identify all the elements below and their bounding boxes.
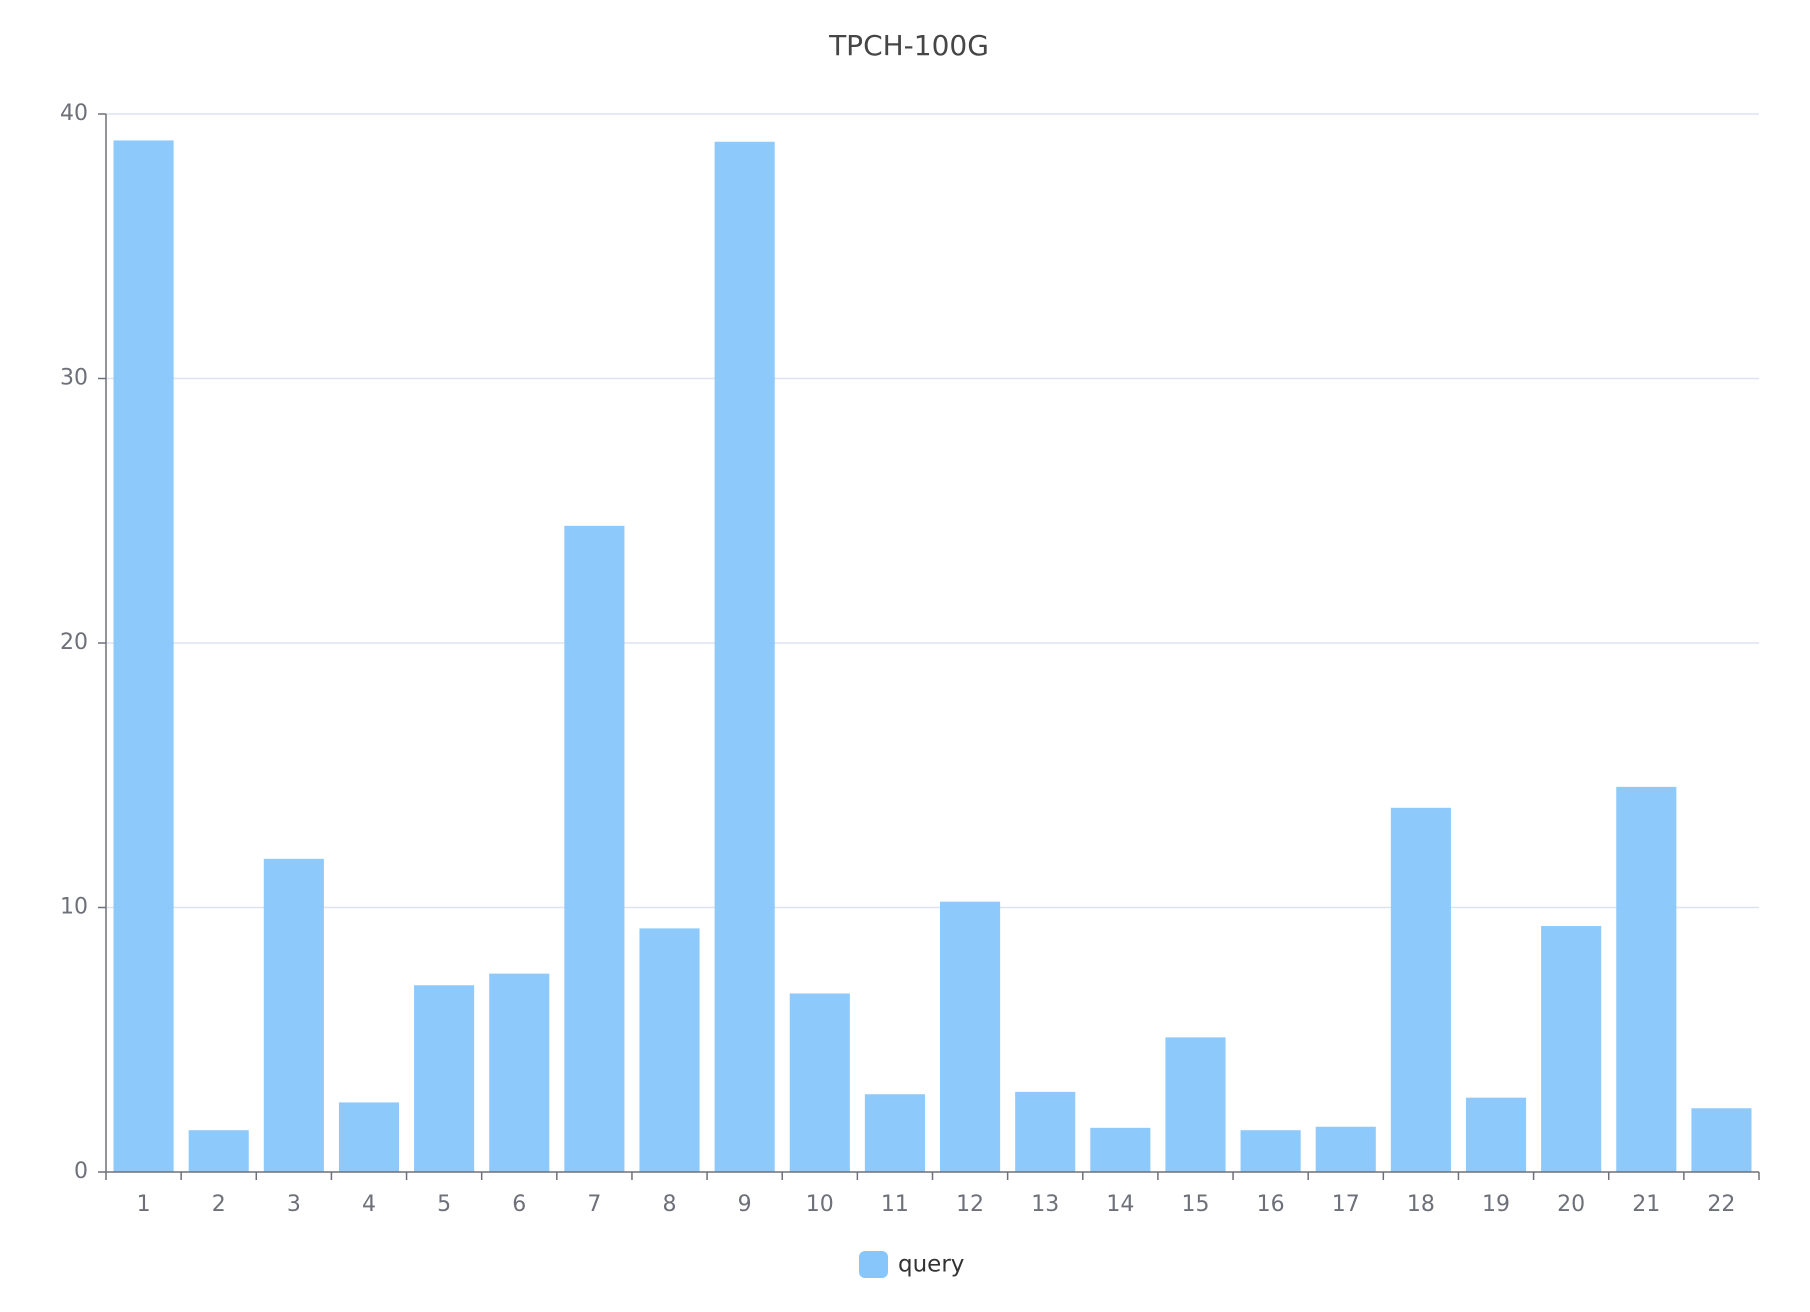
bar (263, 858, 324, 1172)
x-tick-label: 20 (1557, 1192, 1585, 1217)
bar (1315, 1126, 1376, 1172)
x-tick-label: 8 (663, 1192, 677, 1217)
x-tick-label: 6 (512, 1192, 526, 1217)
bar (1390, 807, 1451, 1172)
x-tick-label: 7 (587, 1192, 601, 1217)
bar (940, 901, 1001, 1172)
x-tick-label: 17 (1332, 1192, 1360, 1217)
x-tick-label: 4 (362, 1192, 376, 1217)
bar (1240, 1130, 1301, 1172)
x-tick-label: 2 (212, 1192, 226, 1217)
bar (1691, 1108, 1752, 1172)
y-tick-label: 30 (60, 366, 88, 391)
bar (1541, 926, 1602, 1172)
x-tick-label: 19 (1482, 1192, 1510, 1217)
x-tick-label: 22 (1707, 1192, 1735, 1217)
x-tick-label: 9 (738, 1192, 752, 1217)
bar (864, 1094, 925, 1172)
legend-swatch (859, 1251, 888, 1278)
x-tick-label: 10 (806, 1192, 834, 1217)
bar (113, 140, 174, 1173)
bar (489, 973, 550, 1172)
legend-label: query (898, 1252, 964, 1278)
bar (1090, 1127, 1151, 1172)
x-tick-label: 14 (1106, 1192, 1134, 1217)
bar (564, 525, 625, 1172)
x-tick-label: 13 (1031, 1192, 1059, 1217)
bar (1165, 1037, 1226, 1172)
x-tick-label: 1 (137, 1192, 151, 1217)
bar (1616, 786, 1677, 1172)
bar (414, 985, 475, 1172)
x-tick-label: 16 (1257, 1192, 1285, 1217)
bar (1465, 1097, 1527, 1172)
bar (338, 1102, 400, 1172)
x-tick-label: 18 (1407, 1192, 1435, 1217)
bar (789, 993, 850, 1172)
y-tick-label: 0 (74, 1159, 88, 1184)
chart-title: TPCH-100G (828, 29, 989, 62)
y-tick-label: 20 (60, 630, 88, 655)
bar (188, 1130, 249, 1172)
x-tick-label: 5 (437, 1192, 451, 1217)
y-tick-label: 40 (60, 101, 88, 126)
bar (639, 928, 700, 1172)
x-tick-label: 3 (287, 1192, 301, 1217)
x-tick-label: 12 (956, 1192, 984, 1217)
x-tick-label: 15 (1181, 1192, 1209, 1217)
bar (714, 141, 775, 1173)
x-tick-label: 11 (881, 1192, 909, 1217)
x-tick-label: 21 (1632, 1192, 1660, 1217)
y-tick-label: 10 (60, 895, 88, 920)
bar (1015, 1091, 1076, 1172)
